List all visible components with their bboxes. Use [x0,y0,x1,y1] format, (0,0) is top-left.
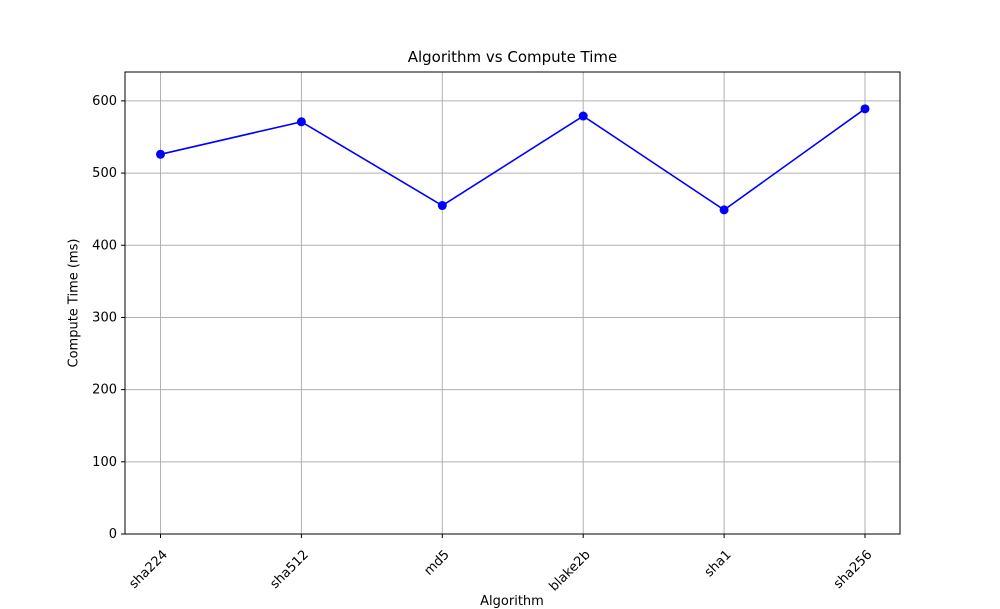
data-point [156,149,165,159]
plot-frame [124,71,901,535]
y-tick-label: 200 [92,383,117,398]
data-point [296,117,306,127]
x-tick-label: sha256 [831,547,875,591]
data-point [578,111,588,121]
x-tick-label: sha512 [267,547,311,591]
x-tick-label: sha224 [127,547,171,591]
data-point [437,201,447,211]
x-tick-label: sha1 [702,547,735,580]
data-point [719,205,729,215]
y-tick-label: 0 [109,527,117,542]
y-tick-label: 500 [92,166,117,181]
y-tick-label: 600 [92,94,117,109]
y-tick-label: 300 [92,310,117,325]
series-line [160,108,866,211]
x-tick-label: blake2b [547,547,594,594]
x-tick-label: md5 [421,547,452,578]
data-point [860,104,870,114]
chart-title: Algorithm vs Compute Time [407,48,618,66]
y-tick-label: 100 [92,455,117,470]
y-tick-label: 400 [92,238,117,253]
